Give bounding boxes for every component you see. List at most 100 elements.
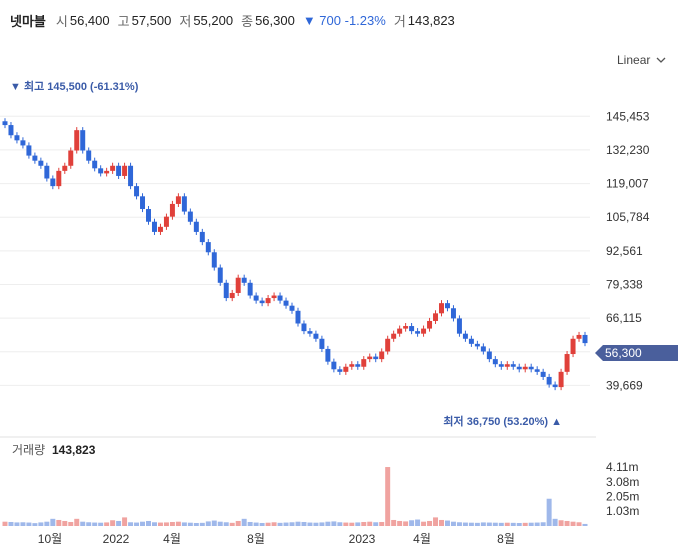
- candle-body: [80, 130, 86, 151]
- candle-body: [564, 354, 570, 372]
- candle-body: [289, 305, 295, 311]
- current-price-tag: 56,300: [595, 345, 678, 361]
- price-tick-label: 66,115: [606, 311, 642, 325]
- volume-bar: [373, 522, 379, 526]
- candle-body: [68, 150, 74, 166]
- scale-selector[interactable]: Linear: [617, 53, 666, 67]
- volume-bar: [205, 521, 211, 526]
- candle-body: [528, 366, 534, 370]
- candle-body: [492, 359, 498, 365]
- candle-body: [229, 292, 235, 299]
- price-tick-label: 105,784: [606, 210, 650, 224]
- high-label: 고: [117, 13, 130, 29]
- candle-body: [444, 303, 450, 309]
- volume-bar: [56, 519, 62, 526]
- volume-bar: [576, 522, 582, 526]
- candle-body: [187, 211, 193, 222]
- candle-body: [301, 323, 307, 332]
- volume-panel-title: 거래량: [12, 443, 45, 457]
- open-label: 시: [55, 13, 68, 29]
- volume-bar: [534, 522, 540, 526]
- candle-body: [498, 364, 504, 367]
- volume-bar: [151, 522, 157, 526]
- volume-bar: [199, 522, 205, 526]
- volume-bar: [415, 519, 421, 526]
- volume-bar: [68, 521, 74, 526]
- candle-body: [50, 178, 56, 187]
- candle-body: [558, 371, 564, 388]
- volume-bar: [163, 522, 169, 526]
- candle-body: [415, 331, 421, 334]
- candle-body: [14, 135, 20, 141]
- volume-bar: [277, 522, 283, 526]
- volume-bar: [62, 520, 68, 526]
- chevron-down-icon: [656, 57, 666, 63]
- volume-bar: [397, 520, 403, 526]
- volume-bar: [8, 521, 14, 526]
- volume-bar: [301, 521, 307, 526]
- volume-bar: [26, 522, 32, 526]
- candle-body: [361, 359, 367, 367]
- volume-bar: [468, 522, 474, 526]
- current-price-label: 56,300: [605, 346, 642, 360]
- volume-bar: [104, 522, 110, 526]
- price-tick-label: 119,007: [606, 177, 649, 191]
- volume-bar: [504, 522, 510, 526]
- volume-bar: [116, 520, 122, 526]
- candle-body: [421, 328, 427, 334]
- candle-body: [343, 366, 349, 372]
- volume-bar: [253, 522, 259, 526]
- volume-bar: [379, 521, 385, 526]
- time-axis: 10월 2022 4월 8월 2023 4월 8월: [38, 532, 515, 546]
- low-value: 55,200: [193, 12, 234, 28]
- candle-body: [397, 328, 403, 334]
- volume-bar: [450, 521, 456, 526]
- candle-body: [157, 226, 163, 232]
- candle-body: [217, 267, 223, 283]
- candle-body: [409, 326, 415, 332]
- volume-bar: [319, 522, 325, 526]
- volume-bar: [247, 521, 253, 526]
- candle-body: [163, 216, 169, 227]
- time-tick-label: 8월: [247, 532, 265, 546]
- volume-bar: [235, 520, 241, 526]
- candle-body: [355, 364, 361, 367]
- volume-bar: [50, 518, 56, 526]
- change-value: ▼ 700 -1.23%: [302, 12, 386, 28]
- volume-bar: [181, 522, 187, 526]
- candle-body: [337, 369, 343, 372]
- candle-body: [516, 366, 522, 370]
- price-gridlines: [0, 115, 590, 386]
- candle-body: [486, 351, 492, 360]
- candle-body: [546, 376, 552, 385]
- candle-body: [128, 165, 134, 187]
- close-value: 56,300: [255, 12, 295, 28]
- candle-body: [116, 165, 122, 176]
- candle-body: [474, 343, 480, 347]
- candle-body: [450, 308, 456, 319]
- candle-body: [56, 170, 62, 187]
- candle-body: [193, 221, 199, 232]
- time-tick-label: 2022: [103, 532, 130, 546]
- volume-tick-label: 3.08m: [606, 475, 639, 489]
- candle-body: [44, 165, 50, 179]
- candle-body: [253, 295, 259, 301]
- volume-bar: [444, 520, 450, 526]
- time-tick-label: 2023: [349, 532, 376, 546]
- volume-label: 거: [393, 13, 406, 29]
- volume-bar: [570, 521, 576, 526]
- volume-bar: [74, 518, 80, 526]
- candle-body: [151, 221, 157, 232]
- volume-bar: [427, 520, 433, 526]
- volume-tick-label: 2.05m: [606, 490, 639, 504]
- volume-bar: [98, 522, 104, 526]
- volume-bar: [361, 521, 367, 526]
- candle-body: [456, 318, 462, 334]
- candle-body: [522, 366, 528, 370]
- candle-body: [271, 295, 277, 299]
- volume-bar: [498, 522, 504, 526]
- volume-bar: [265, 522, 271, 526]
- volume-bar: [421, 521, 427, 526]
- candle-body: [427, 320, 433, 329]
